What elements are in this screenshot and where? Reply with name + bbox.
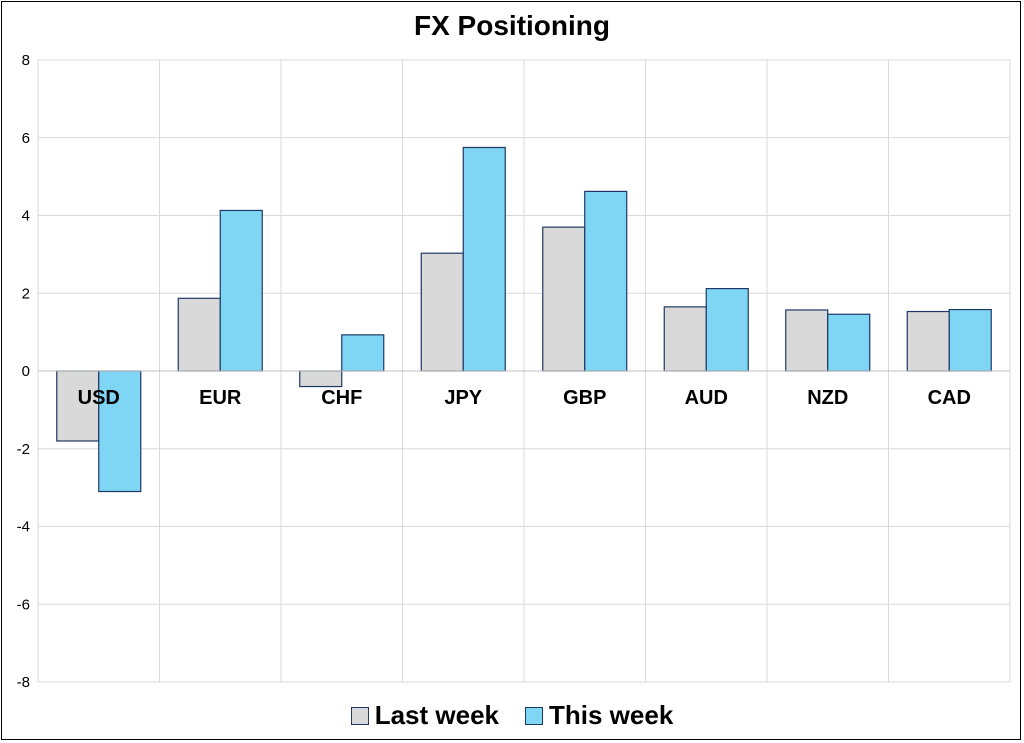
y-tick-label: 6 [22,130,30,147]
category-label-eur: EUR [199,387,242,409]
category-label-nzd: NZD [807,387,848,409]
category-label-usd: USD [78,387,120,409]
bar-last-week-jpy [420,252,464,372]
legend-item-this-week: This week [525,700,673,731]
y-tick-label: -6 [17,596,30,613]
legend: Last week This week [0,700,1024,731]
legend-swatch-this-week [525,706,543,725]
bar-last-week-eur [177,297,221,372]
bar-this-week-chf [341,334,385,372]
y-tick-label: 0 [22,363,30,380]
y-tick-label: 2 [22,285,30,302]
legend-label-last-week: Last week [374,700,499,730]
bar-this-week-cad [948,308,992,372]
legend-swatch-last-week [350,706,369,725]
bar-this-week-eur [219,209,263,372]
category-label-cad: CAD [928,387,971,409]
legend-item-last-week: Last week [350,700,499,731]
bar-last-week-nzd [785,309,829,372]
y-tick-label: 8 [22,52,30,69]
category-label-chf: CHF [321,387,362,409]
y-tick-label: -2 [17,441,30,458]
category-label-aud: AUD [685,387,728,409]
bar-this-week-nzd [827,313,871,372]
bar-this-week-aud [705,287,749,372]
category-label-jpy: JPY [444,387,482,409]
category-label-gbp: GBP [563,387,606,409]
legend-label-this-week: This week [549,700,674,730]
y-tick-label: 4 [22,208,30,225]
bar-last-week-chf [299,370,343,388]
y-tick-label: -8 [17,674,30,691]
bar-last-week-aud [663,306,707,372]
chart-title: FX Positioning [414,10,610,41]
bar-last-week-gbp [542,226,586,372]
bar-last-week-cad [906,310,950,372]
bar-this-week-jpy [462,146,506,372]
y-tick-label: -4 [17,519,30,536]
bar-this-week-gbp [584,190,628,372]
